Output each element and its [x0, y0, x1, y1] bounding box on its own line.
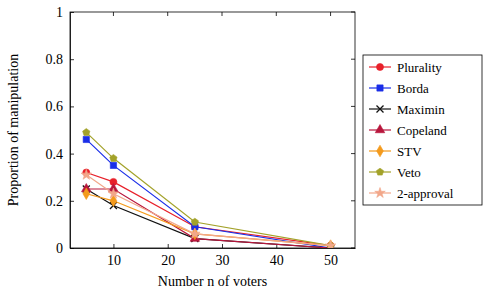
data-point	[190, 228, 201, 238]
series-group	[81, 129, 336, 248]
series-line	[86, 132, 330, 245]
tick-label: 1	[56, 5, 63, 20]
tick-mark	[330, 12, 331, 16]
tick-mark	[70, 59, 74, 60]
tick-mark	[70, 154, 74, 155]
legend-label: Veto	[397, 165, 421, 180]
legend: Plurality Borda Maximin Copeland STV Veto 2-ap…	[363, 55, 482, 205]
tick-label: 0.2	[46, 194, 64, 209]
legend-label: Maximin	[397, 102, 445, 117]
tick: 20	[161, 244, 175, 268]
plot: 10 20 30 40 50 0 0.2 0.4 0.6 0.8 1	[46, 5, 356, 268]
tick: 1	[56, 5, 74, 20]
tick-label: 0.4	[46, 147, 64, 162]
legend-marker	[377, 145, 384, 157]
legend-label: Borda	[397, 81, 429, 96]
tick-mark	[351, 153, 355, 154]
tick-mark	[70, 106, 74, 107]
legend-label: 2-approval	[397, 186, 454, 201]
legend-marker	[375, 187, 386, 197]
legend-marker	[377, 85, 383, 91]
tick: 30	[216, 244, 230, 268]
tick-mark	[222, 12, 223, 16]
legend-marker	[376, 63, 383, 70]
tick: 40	[270, 244, 284, 268]
data-point	[83, 129, 90, 136]
chart: 10 20 30 40 50 0 0.2 0.4 0.6 0.8 1 Number n of vote…	[0, 0, 487, 292]
data-point	[191, 218, 198, 225]
tick-mark	[168, 244, 169, 248]
tick-label: 20	[161, 253, 175, 268]
tick-label: 0	[56, 241, 63, 256]
data-point	[110, 162, 116, 168]
data-point	[81, 169, 92, 179]
tick-mark	[167, 12, 168, 16]
tick-label: 40	[270, 253, 284, 268]
legend-marker	[375, 125, 385, 133]
series-line	[86, 139, 330, 248]
legend-box	[363, 55, 482, 205]
series-line	[86, 175, 330, 246]
tick-mark	[113, 12, 114, 16]
data-point	[110, 154, 117, 161]
tick-label: 30	[216, 253, 230, 268]
tick-label: 10	[107, 253, 121, 268]
series-line	[86, 194, 330, 246]
tick-mark	[276, 12, 277, 16]
y-axis-title: Proportion of manipulation	[6, 54, 21, 206]
data-point	[83, 136, 89, 142]
x-axis-title: Number n of voters	[158, 274, 267, 289]
legend-label: Plurality	[397, 60, 442, 75]
legend-marker	[376, 168, 383, 175]
plot-frame	[70, 12, 355, 248]
tick-label: 50	[324, 253, 338, 268]
tick: 10	[107, 244, 121, 268]
legend-label: STV	[397, 144, 422, 159]
legend-label: Copeland	[397, 123, 447, 138]
data-point	[108, 188, 119, 198]
data-point	[325, 240, 336, 248]
tick-mark	[222, 244, 223, 248]
x-axis: 10 20 30 40 50	[71, 244, 356, 268]
tick-label: 0.8	[46, 52, 64, 67]
tick: 0	[56, 241, 74, 256]
tick-mark	[351, 200, 355, 201]
tick-mark	[351, 106, 355, 107]
tick-mark	[70, 201, 74, 202]
tick-mark	[113, 244, 114, 248]
tick-label: 0.6	[46, 99, 64, 114]
legend-marker	[377, 106, 384, 113]
tick-mark	[351, 59, 355, 60]
data-point	[83, 188, 90, 200]
